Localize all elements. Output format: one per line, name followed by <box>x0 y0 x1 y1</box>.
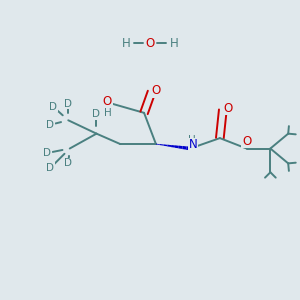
Text: O: O <box>242 135 251 148</box>
Text: D: D <box>92 109 101 119</box>
Text: N: N <box>189 138 197 152</box>
Text: H: H <box>122 37 130 50</box>
Text: D: D <box>64 158 72 168</box>
Text: H: H <box>103 108 111 118</box>
Text: O: O <box>151 84 160 97</box>
Text: H: H <box>169 37 178 50</box>
Text: D: D <box>50 102 57 112</box>
Text: O: O <box>224 102 233 115</box>
Text: D: D <box>64 99 72 109</box>
Text: O: O <box>103 95 112 108</box>
Text: O: O <box>146 37 154 50</box>
Text: D: D <box>46 120 54 130</box>
Text: D: D <box>44 148 52 158</box>
Text: H: H <box>188 135 196 145</box>
Text: D: D <box>46 163 54 173</box>
